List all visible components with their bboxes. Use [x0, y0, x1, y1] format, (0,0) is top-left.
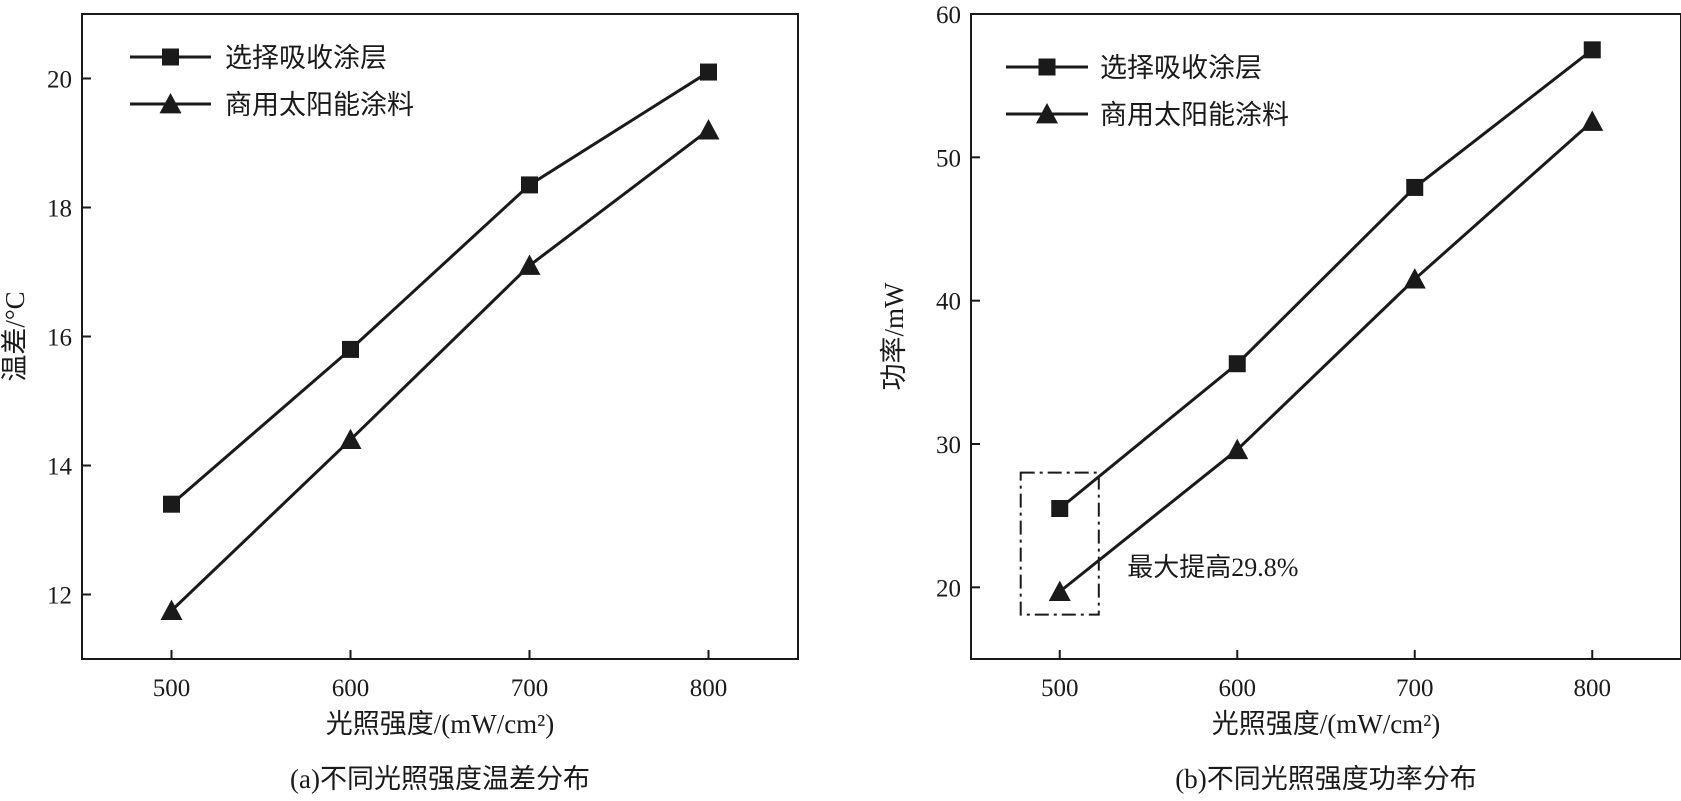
x-tick-label: 600: [1219, 675, 1257, 702]
data-point-square: [163, 495, 180, 513]
x-tick-label: 700: [1396, 675, 1434, 702]
data-point-square: [1051, 500, 1069, 517]
data-point-triangle: [697, 119, 720, 140]
data-point-square: [700, 63, 717, 81]
x-tick-label: 500: [1041, 675, 1079, 702]
legend-label: 商用太阳能涂料: [1100, 100, 1289, 130]
legend-item: 商用太阳能涂料: [1006, 100, 1289, 130]
legend-marker-triangle: [1036, 103, 1058, 124]
data-point-triangle: [160, 599, 183, 620]
x-tick-label: 500: [153, 675, 191, 702]
y-tick-label: 20: [936, 575, 961, 602]
y-tick-label: 40: [936, 289, 961, 316]
y-tick-label: 12: [47, 583, 72, 610]
chart-caption: (b)不同光照强度功率分布: [1175, 764, 1476, 794]
y-axis-label: 功率/mW: [879, 282, 909, 391]
series-layer: [160, 63, 720, 620]
series-line: [170, 70, 710, 506]
y-tick-label: 60: [936, 2, 961, 29]
annotation-box: [1019, 471, 1100, 616]
data-point-triangle: [518, 254, 541, 275]
x-tick-label: 600: [332, 675, 370, 702]
x-tick-label: 700: [511, 675, 549, 702]
data-point-triangle: [1403, 268, 1426, 289]
data-point-square: [1406, 178, 1424, 196]
annotation-label: 最大提高29.8%: [1127, 553, 1298, 582]
series-commercial-coating: [160, 119, 720, 620]
data-point-triangle: [1048, 580, 1071, 601]
legend-item: 选择吸收涂层: [1006, 53, 1262, 83]
y-axis-label: 温差/°C: [0, 291, 30, 381]
y-tick-label: 50: [936, 145, 961, 172]
data-point-square: [1228, 355, 1246, 373]
plot-frame: [81, 13, 799, 660]
y-tick-label: 14: [47, 454, 73, 481]
legend-item: 商用太阳能涂料: [130, 90, 414, 120]
legend-marker-square: [162, 48, 179, 66]
y-axis-ticks: 12 14 16 18 20: [47, 67, 91, 610]
y-axis-ticks: 20 30 40 50 60: [936, 2, 980, 602]
data-point-triangle: [1226, 438, 1249, 460]
x-tick-label: 800: [1574, 675, 1612, 702]
series-line: [170, 128, 710, 612]
chart-caption: (a)不同光照强度温差分布: [290, 764, 590, 794]
data-point-square: [521, 176, 538, 194]
plot-frame: [970, 13, 1681, 660]
series-line: [1058, 48, 1594, 510]
legend-label: 选择吸收涂层: [1100, 53, 1262, 83]
y-tick-label: 30: [936, 432, 961, 459]
legend-marker-triangle: [159, 93, 182, 114]
x-axis-ticks: 500 600 700 800: [1041, 650, 1611, 702]
y-tick-label: 20: [47, 67, 72, 94]
series-line: [1058, 120, 1594, 593]
series-commercial-coating: [1048, 110, 1604, 601]
x-axis-label: 光照强度/(mW/cm²): [1212, 709, 1441, 739]
x-axis-label: 光照强度/(mW/cm²): [326, 709, 555, 739]
series-selective-coating: [163, 63, 717, 513]
y-tick-label: 18: [47, 196, 72, 223]
legend-label: 选择吸收涂层: [225, 43, 387, 73]
data-point-triangle: [339, 428, 362, 450]
data-point-square: [1583, 41, 1601, 59]
x-axis-ticks: 500 600 700 800: [153, 650, 728, 702]
series-layer: [1048, 41, 1604, 601]
legend-item: 选择吸收涂层: [130, 43, 387, 73]
series-selective-coating: [1051, 41, 1601, 517]
legend-marker-square: [1038, 58, 1056, 76]
data-point-square: [342, 340, 359, 358]
x-tick-label: 800: [690, 675, 728, 702]
data-point-triangle: [1581, 110, 1604, 131]
y-tick-label: 16: [47, 325, 72, 352]
legend-label: 商用太阳能涂料: [225, 90, 414, 120]
